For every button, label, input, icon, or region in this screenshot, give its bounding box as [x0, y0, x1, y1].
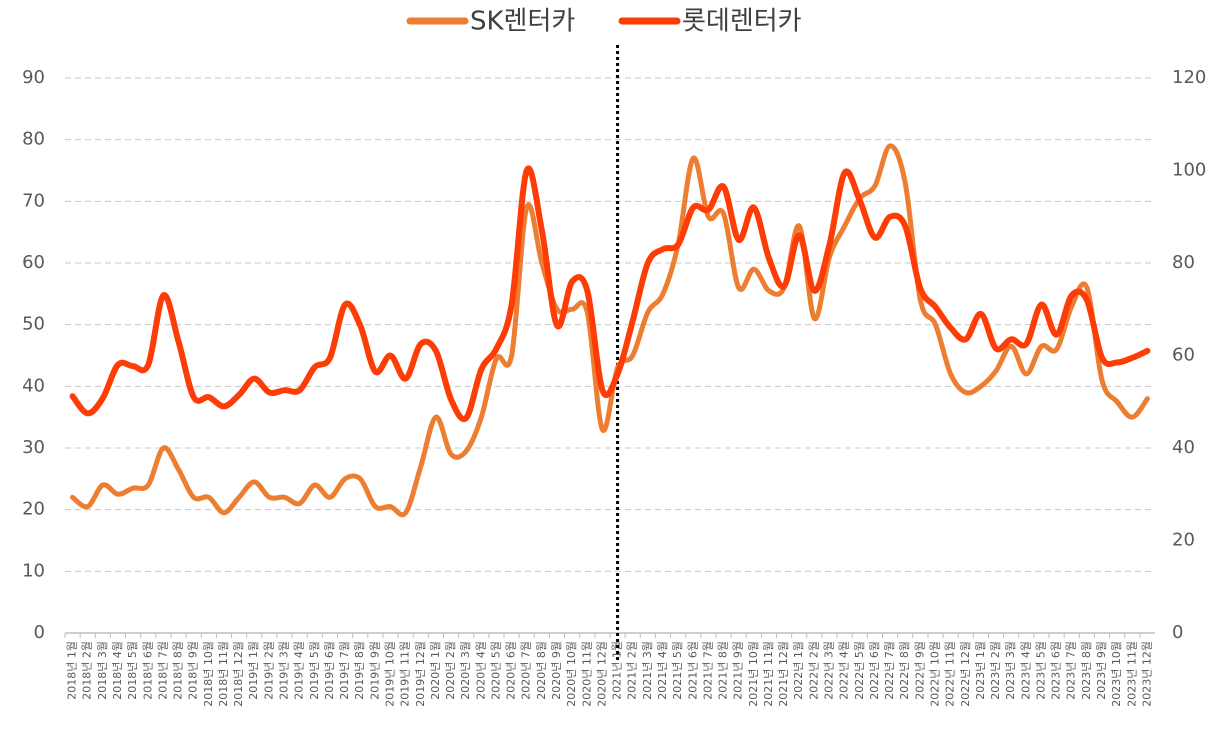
x-tick-label: 2021년 2월: [626, 641, 639, 700]
x-tick-label: 2019년 1월: [247, 641, 260, 700]
x-tick-label: 2022년 12월: [959, 641, 972, 707]
y2-tick-label: 100: [1172, 160, 1206, 181]
x-tick-label: 2018년 7월: [156, 641, 169, 700]
x-tick-label: 2022년 3월: [823, 641, 836, 700]
y-tick-label: 30: [22, 437, 45, 458]
x-tick-label: 2020년 2월: [444, 641, 457, 700]
x-tick-label: 2023년 7월: [1065, 641, 1078, 700]
y-tick-label: 50: [22, 314, 45, 335]
legend-label: SK렌터카: [470, 7, 575, 37]
x-tick-label: 2018년 12월: [232, 641, 245, 707]
x-tick-label: 2022년 8월: [898, 641, 911, 700]
y2-tick-label: 60: [1172, 345, 1195, 366]
x-tick-label: 2022년 2월: [807, 641, 820, 700]
x-tick-label: 2018년 11월: [217, 641, 230, 707]
x-tick-label: 2020년 3월: [459, 641, 472, 700]
x-tick-label: 2022년 9월: [913, 641, 926, 700]
x-tick-label: 2023년 3월: [1004, 641, 1017, 700]
x-tick-label: 2023년 6월: [1050, 641, 1063, 700]
x-tick-label: 2018년 8월: [172, 641, 185, 700]
x-tick-label: 2022년 10월: [928, 641, 941, 707]
x-tick-label: 2021년 6월: [686, 641, 699, 700]
x-tick-label: 2019년 7월: [338, 641, 351, 700]
x-tick-label: 2019년 8월: [353, 641, 366, 700]
y-tick-label: 90: [22, 67, 45, 88]
x-tick-label: 2023년 11월: [1125, 641, 1138, 707]
x-tick-label: 2018년 5월: [126, 641, 139, 700]
y-tick-label: 60: [22, 252, 45, 273]
x-tick-label: 2023년 9월: [1095, 641, 1108, 700]
x-tick-label: 2020년 1월: [429, 641, 442, 700]
x-tick-label: 2022년 5월: [853, 641, 866, 700]
series-line: [69, 165, 1151, 423]
x-tick-label: 2022년 4월: [838, 641, 851, 700]
x-tick-label: 2020년 8월: [535, 641, 548, 700]
x-tick-label: 2023년 8월: [1080, 641, 1093, 700]
y-tick-label: 10: [22, 560, 45, 581]
x-tick-label: 2020년 9월: [550, 641, 563, 700]
legend-label: 롯데렌터카: [682, 7, 802, 37]
x-tick-label: 2021년 12월: [777, 641, 790, 707]
x-tick-label: 2018년 4월: [111, 641, 124, 700]
x-tick-label: 2020년 5월: [489, 641, 502, 700]
x-tick-label: 2021년 9월: [732, 641, 745, 700]
x-tick-label: 2023년 1월: [974, 641, 987, 700]
x-tick-label: 2020년 11월: [580, 641, 593, 707]
x-tick-label: 2019년 12월: [414, 641, 427, 707]
x-tick-label: 2023년 10월: [1110, 641, 1123, 707]
x-tick-label: 2021년 3월: [641, 641, 654, 700]
x-tick-label: 2022년 7월: [883, 641, 896, 700]
x-tick-label: 2019년 9월: [368, 641, 381, 700]
y-tick-label: 70: [22, 190, 45, 211]
x-tick-label: 2019년 6월: [323, 641, 336, 700]
x-tick-label: 2023년 12월: [1140, 641, 1153, 707]
x-tick-label: 2020년 4월: [474, 641, 487, 700]
x-tick-label: 2019년 10월: [383, 641, 396, 707]
x-tick-label: 2019년 2월: [262, 641, 275, 700]
y-tick-label: 0: [34, 622, 45, 643]
x-tick-label: 2020년 6월: [505, 641, 518, 700]
y-tick-label: 80: [22, 129, 45, 150]
x-tick-label: 2019년 11월: [399, 641, 412, 707]
x-tick-label: 2018년 6월: [141, 641, 154, 700]
y2-tick-label: 40: [1172, 437, 1195, 458]
series-line: [70, 143, 1150, 518]
x-tick-label: 2021년 10월: [747, 641, 760, 707]
x-tick-label: 2022년 1월: [792, 641, 805, 700]
x-tick-label: 2022년 6월: [868, 641, 881, 700]
x-tick-label: 2019년 3월: [278, 641, 291, 700]
x-tick-label: 2021년 8월: [717, 641, 730, 700]
x-tick-label: 2023년 5월: [1034, 641, 1047, 700]
x-tick-label: 2020년 12월: [595, 641, 608, 707]
x-tick-label: 2022년 11월: [944, 641, 957, 707]
x-tick-label: 2021년 5월: [671, 641, 684, 700]
y2-tick-label: 20: [1172, 530, 1195, 551]
y-tick-label: 40: [22, 375, 45, 396]
x-tick-label: 2023년 2월: [989, 641, 1002, 700]
x-tick-label: 2021년 11월: [762, 641, 775, 707]
y2-tick-label: 120: [1172, 67, 1206, 88]
y2-tick-label: 80: [1172, 252, 1195, 273]
x-tick-label: 2021년 7월: [701, 641, 714, 700]
x-tick-label: 2021년 4월: [656, 641, 669, 700]
x-tick-label: 2018년 9월: [187, 641, 200, 700]
x-tick-label: 2023년 4월: [1019, 641, 1032, 700]
y-tick-label: 20: [22, 499, 45, 520]
x-tick-label: 2018년 2월: [81, 641, 94, 700]
x-tick-label: 2020년 7월: [520, 641, 533, 700]
x-tick-label: 2018년 3월: [96, 641, 109, 700]
x-tick-label: 2018년 1월: [66, 641, 79, 700]
x-tick-label: 2020년 10월: [565, 641, 578, 707]
y2-tick-label: 0: [1172, 622, 1183, 643]
x-tick-label: 2018년 10월: [202, 641, 215, 707]
x-tick-label: 2021년 1월: [611, 641, 624, 700]
x-tick-label: 2019년 4월: [293, 641, 306, 700]
x-tick-label: 2019년 5월: [308, 641, 321, 700]
